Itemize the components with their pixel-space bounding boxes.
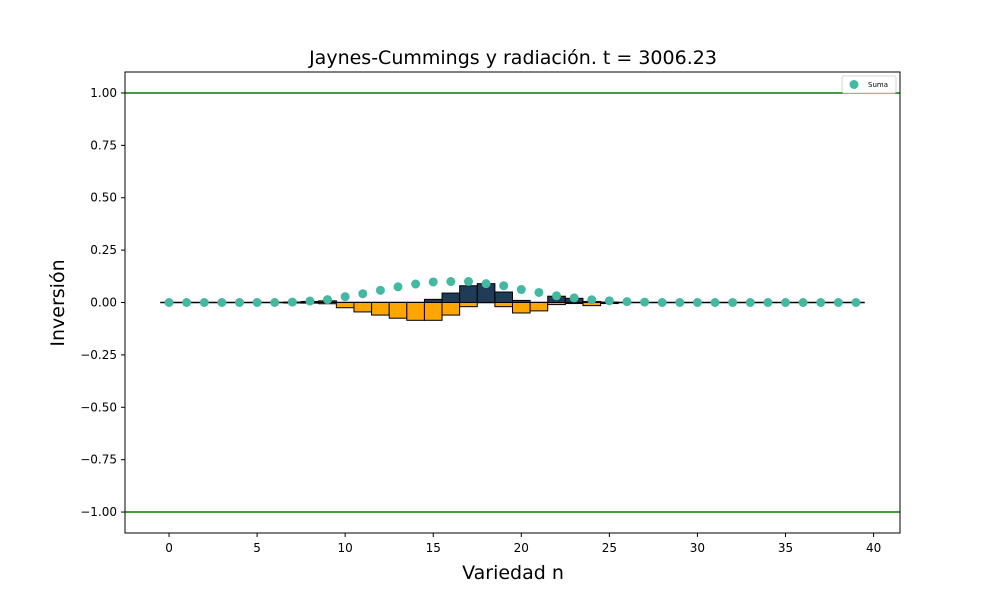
scatter-point-n-19 [499, 281, 509, 291]
y-tick-label: 0.25 [90, 243, 117, 257]
scatter-point-n-28 [657, 298, 667, 307]
scatter-point-n-17 [463, 277, 473, 287]
scatter-point-n-1 [182, 298, 192, 307]
scatter-point-n-7 [287, 297, 297, 307]
scatter-point-n-27 [640, 297, 650, 307]
x-tick-label: 35 [778, 541, 793, 555]
scatter-point-n-26 [622, 297, 632, 307]
bar-series-1-n-11 [353, 302, 373, 313]
scatter-point-n-13 [393, 282, 403, 292]
y-tick-label: 1.00 [90, 86, 117, 100]
y-tick-label: −0.75 [80, 453, 117, 467]
scatter-point-n-15 [428, 277, 438, 287]
bar-series-1-n-22 [547, 302, 566, 306]
chart-title: Jaynes-Cummings y radiación. t = 3006.23 [308, 47, 717, 69]
scatter-point-n-39 [851, 298, 861, 307]
scatter-point-n-20 [516, 285, 526, 295]
scatter-point-n-21 [534, 287, 544, 297]
scatter-point-n-10 [340, 292, 350, 302]
y-tick-label: −0.25 [80, 348, 117, 362]
x-tick-label: 25 [602, 541, 617, 555]
bar-series-0-n-16 [441, 292, 461, 304]
scatter-point-n-16 [446, 277, 456, 287]
scatter-point-n-9 [323, 295, 333, 305]
legend-label: Suma [868, 81, 888, 89]
legend-marker [849, 80, 859, 89]
scatter-point-n-31 [710, 298, 720, 307]
scatter-point-n-2 [199, 298, 209, 307]
scatter-point-n-14 [411, 279, 421, 289]
scatter-point-n-22 [552, 291, 562, 301]
scatter-point-n-8 [305, 296, 315, 306]
bar-series-1-n-15 [423, 302, 443, 321]
scatter-point-n-0 [164, 298, 174, 307]
scatter-point-n-11 [358, 289, 368, 299]
scatter-point-n-35 [781, 298, 791, 307]
scatter-point-n-36 [798, 298, 808, 307]
scatter-point-n-32 [728, 298, 738, 307]
scatter-point-n-4 [234, 298, 244, 307]
scatter-point-n-23 [569, 293, 579, 303]
y-axis-label: Inversión [47, 259, 69, 346]
scatter-point-n-37 [816, 298, 826, 307]
scatter-point-n-38 [833, 298, 843, 307]
x-tick-label: 15 [426, 541, 441, 555]
plot-area: 0 5 10 15 20 25 30 35 40 1.00 0.75 0.50 0.25 0.00 −0.2… [80, 71, 901, 555]
x-tick-label: 5 [253, 541, 261, 555]
bar-series-1-n-16 [441, 302, 461, 316]
y-tick-label: 0.50 [90, 191, 117, 205]
x-tick-label: 40 [866, 541, 881, 555]
bar-series-1-n-13 [388, 302, 408, 319]
x-tick-label: 0 [165, 541, 173, 555]
scatter-point-n-24 [587, 295, 597, 305]
bar-series-1-n-17 [459, 302, 478, 308]
scatter-point-n-29 [675, 298, 685, 307]
x-tick-label: 10 [338, 541, 353, 555]
bar-series-1-n-20 [512, 302, 531, 314]
y-tick-label: −1.00 [80, 505, 117, 519]
bar-series-1-n-21 [529, 302, 549, 312]
bar-series-0-n-19 [494, 291, 513, 304]
scatter-point-n-3 [217, 298, 227, 307]
x-tick-label: 30 [690, 541, 705, 555]
scatter-point-n-25 [604, 296, 614, 306]
x-axis-label: Variedad n [462, 562, 564, 584]
scatter-point-n-12 [375, 285, 385, 295]
bar-series-1-n-14 [406, 302, 425, 321]
bar-series-1-n-10 [335, 302, 355, 309]
scatter-point-n-34 [763, 298, 773, 307]
bar-series-1-n-23 [564, 302, 584, 305]
scatter-point-n-6 [270, 298, 280, 307]
bar-series-0-n-17 [459, 285, 478, 303]
scatter-point-n-5 [252, 298, 262, 307]
x-tick-label: 20 [514, 541, 529, 555]
scatter-point-n-33 [745, 298, 755, 307]
scatter-point-n-30 [692, 298, 702, 307]
bar-series-1-n-12 [371, 302, 390, 316]
bar-series-1-n-19 [494, 302, 513, 308]
y-tick-label: 0.75 [90, 138, 117, 152]
y-tick-label: 0.00 [90, 296, 117, 310]
y-tick-label: −0.50 [80, 400, 117, 414]
legend-box [841, 75, 897, 94]
scatter-point-n-18 [481, 279, 491, 289]
legend: Suma [841, 75, 897, 94]
